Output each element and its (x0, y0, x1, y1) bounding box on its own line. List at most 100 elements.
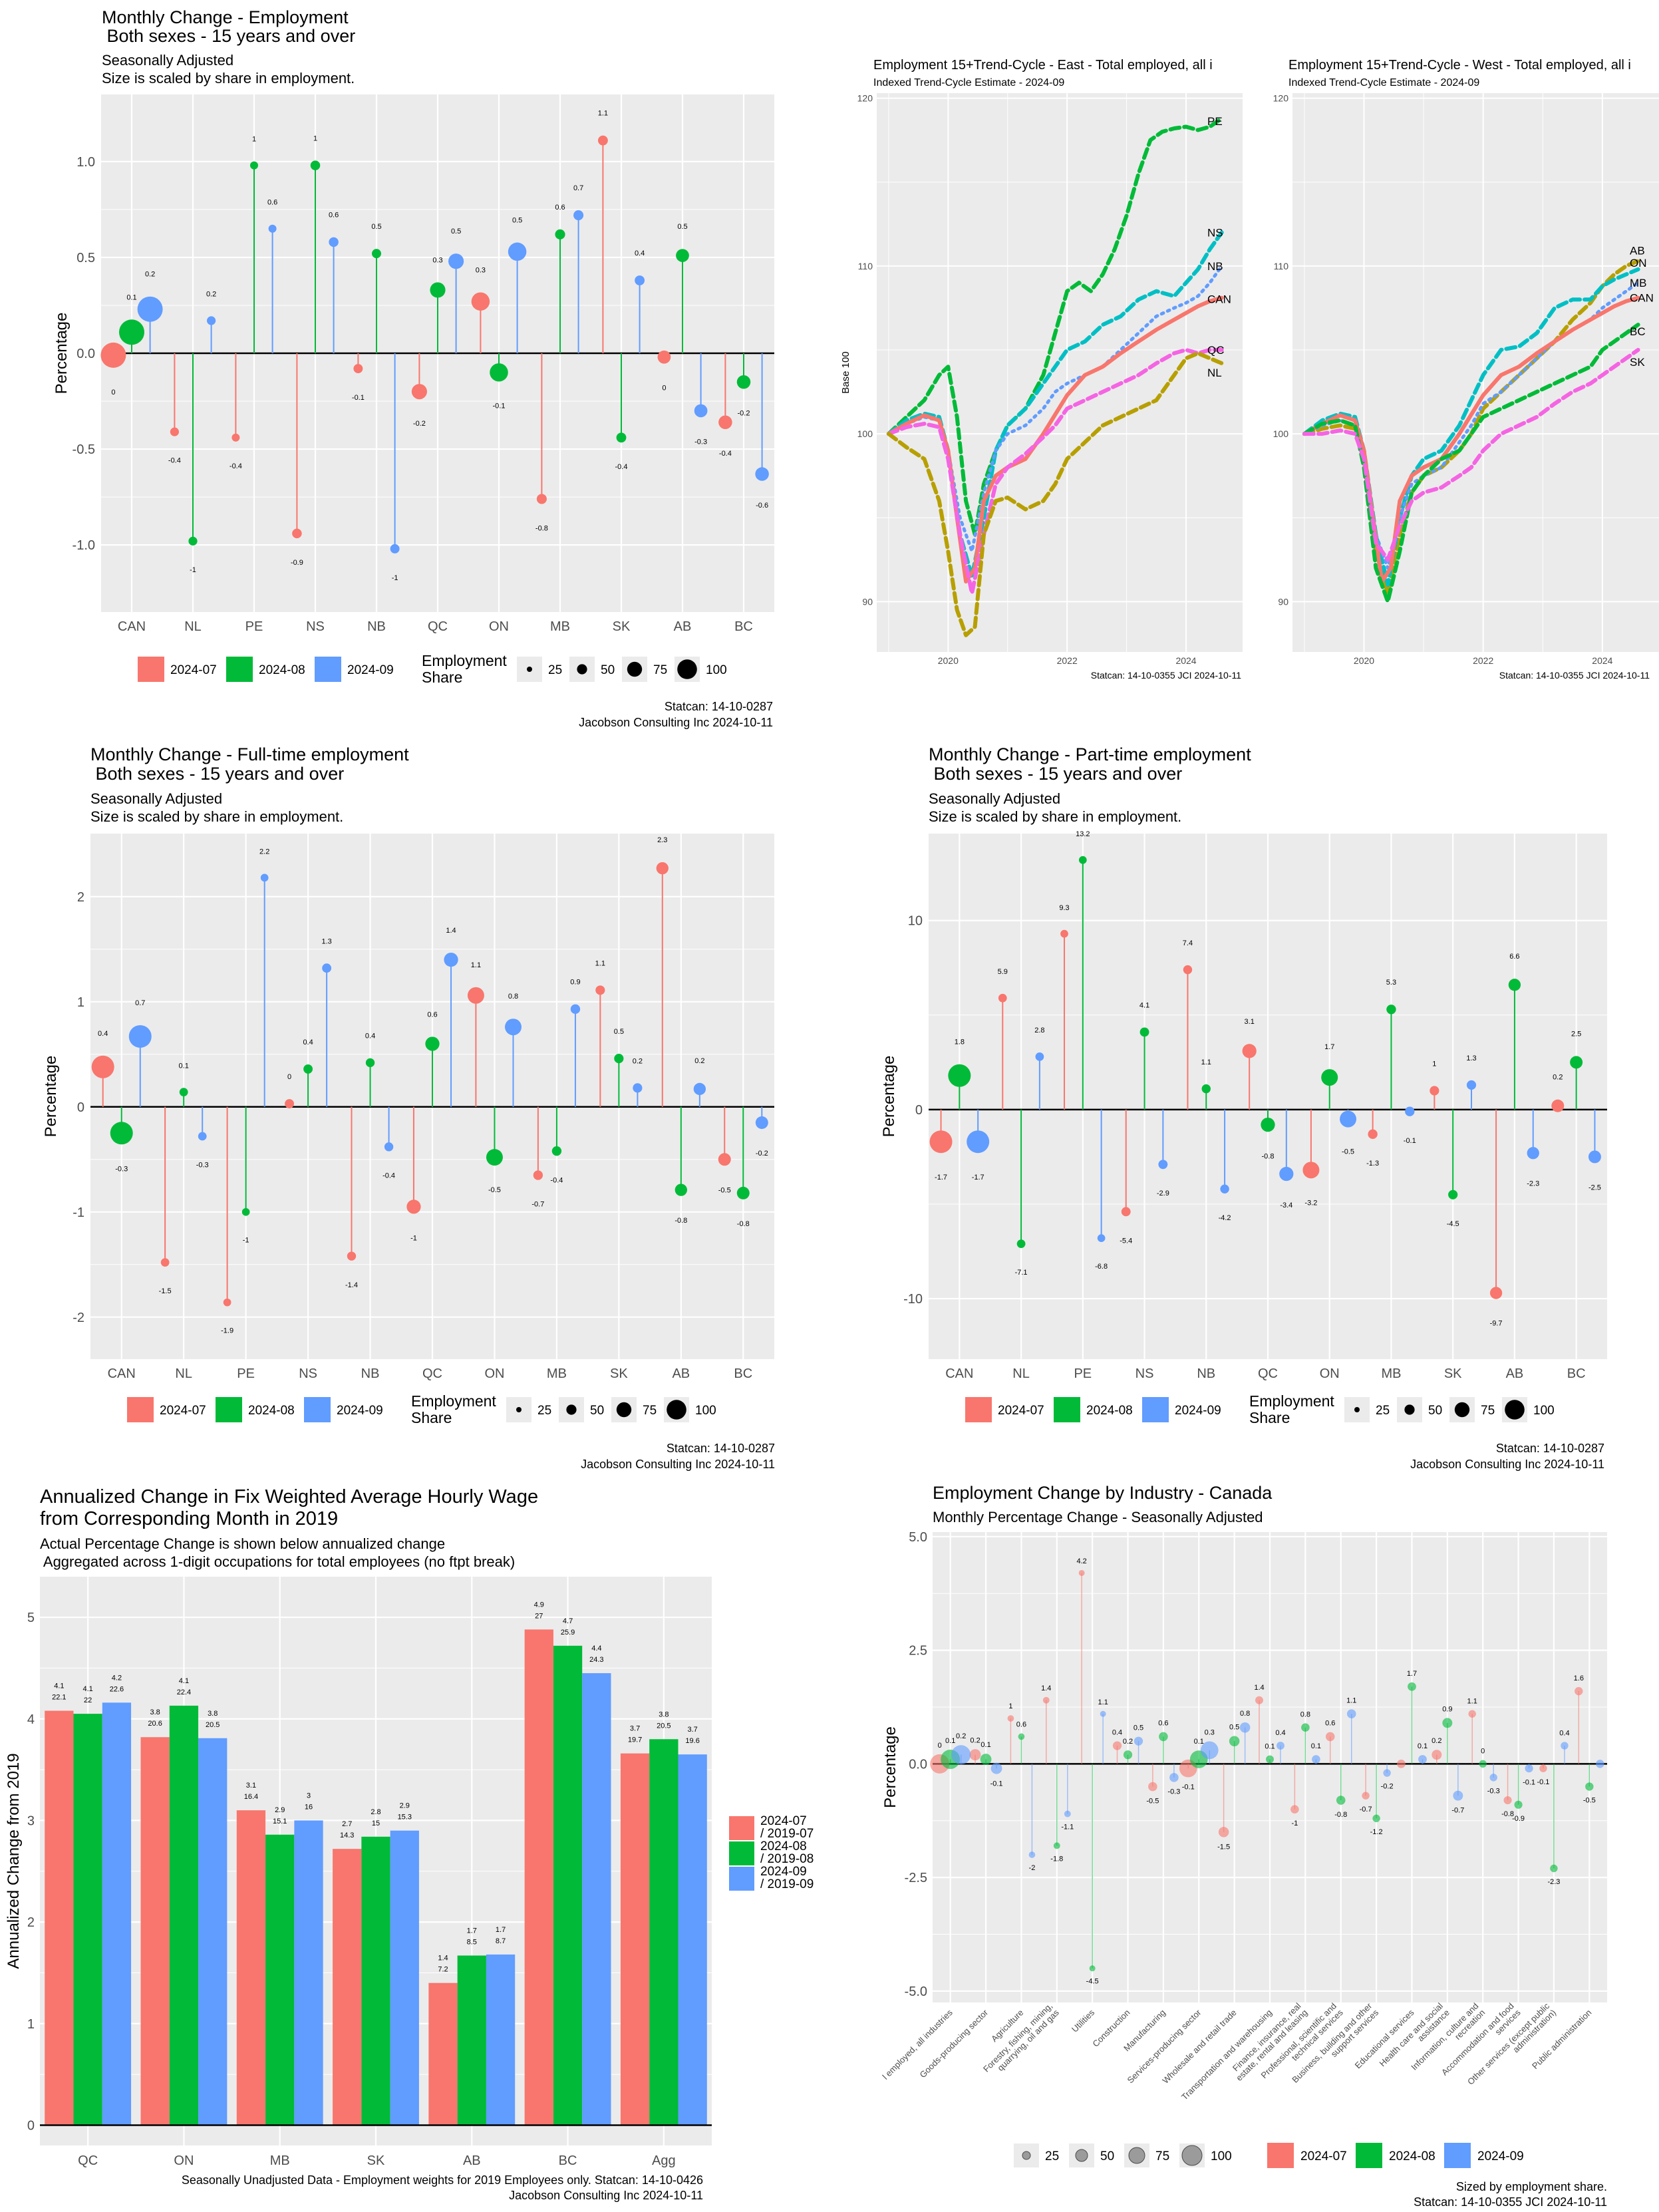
lollipop-point (322, 963, 332, 973)
lollipop-point (1266, 1755, 1274, 1764)
data-label: -0.5 (1146, 1797, 1159, 1805)
wage-bar (524, 1629, 553, 2126)
lollipop-point (1453, 1790, 1463, 1801)
data-label: 0.1 (945, 1737, 955, 1745)
data-label: 2.8 (1034, 1027, 1044, 1034)
lollipop-point (676, 249, 689, 262)
chart-subtitle-2: Aggregated across 1-digit occupations fo… (40, 1553, 515, 1570)
data-label: -0.5 (1342, 1148, 1354, 1156)
data-label: -1.7 (935, 1174, 947, 1182)
legend-title: Employment (411, 1392, 496, 1410)
chart-subtitle: Actual Percentage Change is shown below … (40, 1535, 445, 1552)
actual-change-label: 22.1 (52, 1694, 66, 1702)
x-tick-label-group: Goods-producing sector (917, 2007, 990, 2080)
lollipop-point (347, 1251, 357, 1261)
data-label: 0.6 (555, 204, 565, 212)
lollipop-point (998, 993, 1007, 1003)
lollipop-point (675, 1184, 687, 1196)
lollipop-point (929, 1130, 953, 1154)
lollipop-point (504, 1019, 522, 1036)
actual-change-label: 16.4 (244, 1793, 258, 1801)
legend-size-label: 75 (653, 663, 667, 677)
data-label: 4.1 (1139, 1001, 1149, 1009)
y-axis-label: Percentage (880, 1056, 898, 1138)
data-label: -1.2 (1370, 1828, 1383, 1836)
lollipop-point (1368, 1129, 1378, 1140)
wage-bar (236, 1810, 266, 2126)
wage-bar (73, 1714, 102, 2126)
lollipop-point (1169, 1773, 1179, 1782)
x-tick-label: CAN (118, 619, 146, 634)
lollipop-point (1028, 1851, 1036, 1858)
legend-swatch (1142, 1397, 1169, 1422)
x-tick-label: Wholesale and retail trade (1160, 2008, 1238, 2086)
data-label: 0.2 (694, 1057, 704, 1065)
lollipop-point (1514, 1800, 1523, 1809)
data-label: -4.5 (1447, 1220, 1459, 1228)
wage-bar (553, 1645, 583, 2126)
data-label: 2.5 (1571, 1030, 1581, 1038)
y-tick-label: 0.0 (76, 347, 95, 361)
x-tick-label: NB (1197, 1366, 1215, 1381)
data-label: 6.6 (1509, 953, 1519, 961)
wage-bar (198, 1738, 227, 2126)
x-tick-label: NL (175, 1366, 192, 1381)
annualized-label: 2.9 (275, 1806, 285, 1814)
legend-size-label: 100 (1533, 1404, 1555, 1418)
chart-caption: Statcan: 14-10-0287 (1496, 1442, 1604, 1455)
data-label: 1.1 (1201, 1058, 1211, 1066)
lollipop-point (223, 1298, 231, 1307)
data-label: 5.9 (998, 968, 1008, 976)
legend: 25 50 75 100 2024-07 2024-08 2024-09 (1014, 2143, 1524, 2168)
lollipop-point (1539, 1764, 1547, 1772)
data-label: -0.4 (719, 450, 732, 458)
lollipop-point (980, 1754, 992, 1765)
chart-title-2: Both sexes - 15 years and over (102, 26, 355, 46)
x-tick-label: ON (484, 1366, 504, 1381)
chart-caption: Statcan: 14-10-0355 JCI 2024-10-11 (1091, 670, 1241, 681)
data-label: 0.3 (432, 256, 442, 264)
wage-bar (457, 1955, 486, 2126)
lollipop-point (573, 210, 584, 221)
data-label: 0.3 (1205, 1729, 1215, 1737)
data-label: 0.4 (635, 249, 645, 257)
lollipop-point (1386, 1005, 1396, 1015)
annualized-label: 3.7 (630, 1725, 640, 1733)
legend-title: Share (422, 669, 462, 686)
data-label: 0.8 (508, 993, 518, 1001)
chart-title: Employment Change by Industry - Canada (933, 1483, 1273, 1503)
data-label: -0.7 (1451, 1807, 1464, 1815)
data-label: 1.1 (471, 961, 481, 969)
lollipop-point (656, 862, 669, 875)
legend-size-dot (566, 1404, 577, 1415)
data-label: -1 (243, 1237, 249, 1245)
fulltime-plot: -2 -1 0 1 2 CAN NL PE NS NB QC ON MB SK AB BC 0.4 -1.5 -1.… (42, 834, 774, 1426)
lollipop-point (1078, 856, 1087, 864)
lollipop-point (1588, 1150, 1601, 1164)
lollipop-point (1302, 1162, 1320, 1179)
lollipop-point (1321, 1069, 1338, 1086)
data-label: -0.8 (1262, 1152, 1275, 1160)
lollipop-point (1346, 1709, 1356, 1719)
x-tick-label: Goods-producing sector (917, 2007, 990, 2080)
chart-caption-2: Jacobson Consulting Inc 2024-10-11 (509, 2189, 703, 2202)
lollipop-point (1239, 1722, 1251, 1733)
data-label: -1.5 (159, 1287, 172, 1295)
legend-label: / 2019-07 (760, 1827, 814, 1841)
actual-change-label: 8.5 (467, 1938, 477, 1946)
lollipop-point (597, 135, 608, 146)
chart-subtitle: Indexed Trend-Cycle Estimate - 2024-09 (1288, 77, 1479, 88)
data-label: 2.2 (259, 848, 269, 856)
data-label: 1 (252, 136, 256, 144)
legend-swatch (1267, 2143, 1294, 2168)
lollipop-point (1097, 1234, 1106, 1242)
lollipop-point (1255, 1696, 1263, 1704)
employment-chart: Monthly Change - Employment Both sexes -… (53, 7, 774, 729)
legend-size-label: 50 (590, 1404, 604, 1418)
wage-bar (678, 1754, 707, 2126)
lollipop-point (1112, 1741, 1122, 1750)
series-end-label: SK (1630, 356, 1645, 369)
wage-bar (620, 1753, 650, 2126)
